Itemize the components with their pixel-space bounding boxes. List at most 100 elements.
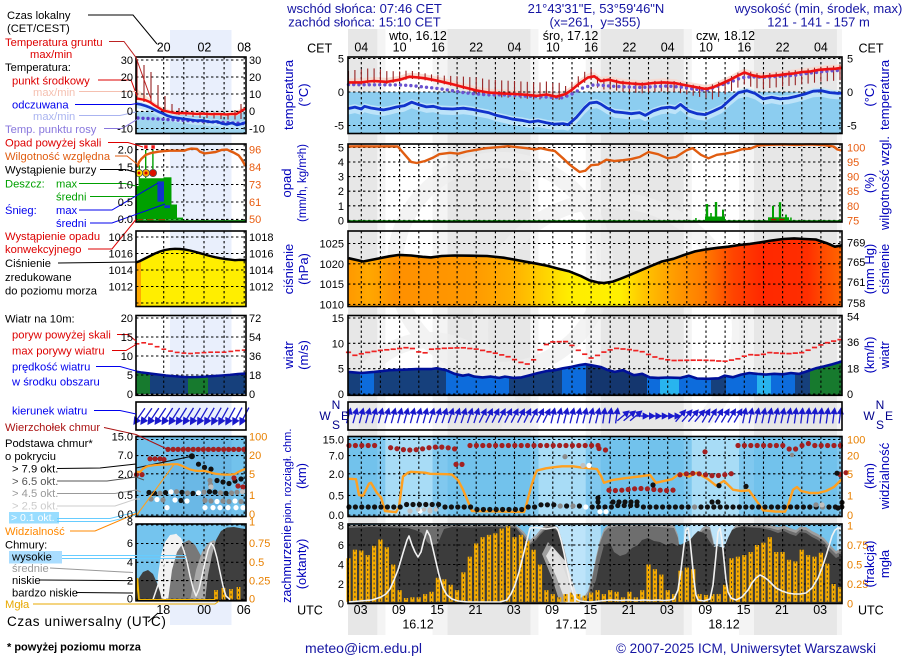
- svg-text:20: 20: [157, 41, 171, 55]
- svg-text:punkt środkowy: punkt środkowy: [12, 76, 90, 88]
- svg-text:73: 73: [249, 179, 261, 191]
- svg-text:09: 09: [545, 603, 559, 617]
- svg-text:0: 0: [847, 599, 853, 611]
- svg-text:-10: -10: [117, 123, 133, 135]
- svg-text:1018: 1018: [249, 232, 273, 244]
- svg-text:5: 5: [338, 143, 344, 155]
- svg-text:20: 20: [249, 450, 261, 462]
- svg-text:10: 10: [332, 338, 344, 350]
- svg-text:W: W: [319, 409, 331, 423]
- svg-text:15: 15: [583, 603, 597, 617]
- svg-text:5: 5: [847, 54, 853, 66]
- svg-text:© 2007-2025 ICM, Uniwersytet W: © 2007-2025 ICM, Uniwersytet Warszawski: [616, 641, 876, 656]
- svg-text:Deszcz:: Deszcz:: [5, 179, 45, 191]
- svg-text:max/min: max/min: [33, 111, 75, 123]
- svg-text:0: 0: [338, 87, 344, 99]
- svg-text:Wilgotność względna: Wilgotność względna: [5, 151, 111, 163]
- svg-text:konwekcyjnego: konwekcyjnego: [5, 244, 82, 256]
- svg-text:0.0: 0.0: [329, 510, 344, 522]
- svg-text:95: 95: [847, 157, 859, 169]
- svg-text:0.5: 0.5: [118, 197, 133, 209]
- svg-text:54: 54: [249, 332, 261, 344]
- svg-text:6: 6: [127, 538, 133, 550]
- svg-text:18: 18: [847, 364, 859, 376]
- svg-text:temperatura: temperatura: [877, 59, 892, 130]
- svg-text:1018: 1018: [109, 232, 133, 244]
- svg-text:wiatr: wiatr: [877, 341, 892, 370]
- svg-text:zachód słońca: 15:10 CET: zachód słońca: 15:10 CET: [288, 15, 441, 30]
- svg-text:20: 20: [847, 451, 859, 463]
- svg-text:CET: CET: [859, 42, 884, 56]
- svg-text:04: 04: [508, 41, 522, 55]
- svg-text:3: 3: [338, 172, 344, 184]
- svg-text:761: 761: [847, 277, 865, 289]
- svg-text:5: 5: [338, 364, 344, 376]
- svg-text:zredukowane: zredukowane: [5, 272, 72, 284]
- svg-text:S: S: [332, 418, 340, 432]
- svg-text:2: 2: [127, 575, 133, 587]
- svg-text:4: 4: [338, 157, 344, 169]
- svg-text:czw, 18.12: czw, 18.12: [696, 29, 755, 43]
- svg-text:do poziomu morza: do poziomu morza: [5, 286, 98, 298]
- svg-text:niskie: niskie: [12, 575, 41, 587]
- svg-text:18.12: 18.12: [708, 618, 739, 632]
- svg-text:S: S: [876, 418, 884, 432]
- svg-text:85: 85: [847, 186, 859, 198]
- svg-text:36: 36: [847, 337, 859, 349]
- svg-text:7.0: 7.0: [329, 451, 344, 463]
- svg-text:100: 100: [847, 435, 865, 447]
- svg-text:Wystąpienie opadu: Wystąpienie opadu: [5, 231, 100, 243]
- svg-text:0.25: 0.25: [847, 579, 868, 591]
- svg-text:-5: -5: [334, 121, 344, 133]
- svg-text:21: 21: [775, 603, 789, 617]
- svg-text:15.0: 15.0: [112, 431, 133, 443]
- svg-text:4: 4: [127, 557, 133, 569]
- svg-text:max: max: [56, 179, 78, 191]
- svg-text:0: 0: [338, 215, 344, 227]
- svg-text:Wierzchołek chmur: Wierzchołek chmur: [5, 422, 100, 434]
- svg-text:20: 20: [121, 72, 133, 84]
- svg-text:odczuwana: odczuwana: [12, 100, 69, 112]
- svg-text:15.0: 15.0: [323, 435, 344, 447]
- svg-text:80: 80: [847, 201, 859, 213]
- svg-text:E: E: [341, 409, 349, 423]
- svg-text:0.5: 0.5: [249, 557, 264, 569]
- svg-text:1010: 1010: [320, 299, 344, 311]
- svg-text:(CET/CEST): (CET/CEST): [7, 23, 70, 35]
- svg-text:wschód słońca: 07:46 CET: wschód słońca: 07:46 CET: [286, 1, 442, 16]
- svg-text:15: 15: [332, 313, 344, 325]
- svg-text:03: 03: [813, 603, 827, 617]
- svg-text:1014: 1014: [249, 265, 273, 277]
- svg-text:max/min: max/min: [30, 49, 72, 61]
- svg-text:Temperatura:: Temperatura:: [5, 62, 71, 74]
- svg-text:10: 10: [121, 351, 133, 363]
- svg-text:ciśnienie: ciśnienie: [281, 244, 296, 295]
- svg-text:opad: opad: [279, 169, 294, 198]
- svg-text:bardzo niskie: bardzo niskie: [12, 588, 78, 600]
- svg-text:E: E: [885, 409, 893, 423]
- svg-text:0: 0: [249, 106, 255, 118]
- svg-text:Temp. punktu rosy: Temp. punktu rosy: [5, 124, 97, 136]
- svg-text:10: 10: [121, 89, 133, 101]
- svg-text:1014: 1014: [109, 265, 133, 277]
- svg-text:UTC: UTC: [858, 604, 884, 618]
- svg-text:max: max: [56, 205, 78, 217]
- svg-text:* powyżej poziomu morza: * powyżej poziomu morza: [7, 642, 142, 654]
- svg-text:o pokryciu: o pokryciu: [5, 451, 56, 463]
- svg-text:1: 1: [249, 490, 255, 502]
- svg-text:75: 75: [847, 215, 859, 227]
- svg-text:1015: 1015: [320, 279, 344, 291]
- svg-text:(km): (km): [862, 463, 877, 489]
- svg-text:wilgotność wzgl.: wilgotność wzgl.: [877, 136, 892, 231]
- svg-text:0: 0: [847, 510, 853, 522]
- svg-text:22: 22: [776, 41, 790, 55]
- svg-text:Wiatr na 10m:: Wiatr na 10m:: [5, 314, 75, 326]
- svg-text:03: 03: [354, 603, 368, 617]
- svg-text:0.5: 0.5: [847, 560, 862, 572]
- svg-text:03: 03: [507, 603, 521, 617]
- svg-text:-10: -10: [249, 123, 265, 135]
- svg-text:> 0.1 okt.: > 0.1 okt.: [11, 512, 55, 524]
- svg-text:90: 90: [847, 172, 859, 184]
- svg-text:2: 2: [338, 579, 344, 591]
- svg-text:0: 0: [249, 594, 255, 606]
